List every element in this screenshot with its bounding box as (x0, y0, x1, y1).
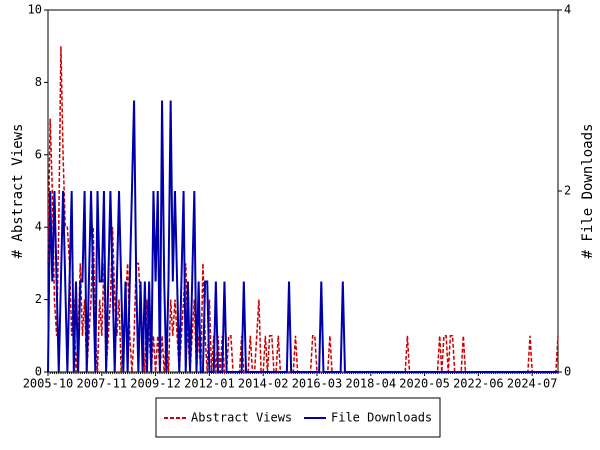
y-tick-label: 10 (28, 3, 42, 17)
x-tick-label: 2016-03 (292, 377, 343, 391)
x-tick-label: 2005-10 (23, 377, 74, 391)
series-line (47, 100, 558, 373)
x-tick-label: 2022-06 (453, 377, 504, 391)
y-tick-label: 8 (35, 75, 42, 89)
x-tick-label: 2018-04 (345, 377, 396, 391)
y-tick-label: 6 (35, 147, 42, 161)
y2-tick-label: 0 (564, 365, 571, 379)
y2-tick-label: 4 (564, 3, 571, 17)
x-tick-label: 2012-01 (184, 377, 235, 391)
legend-box (155, 397, 441, 438)
legend-label: Abstract Views (191, 411, 292, 425)
x-tick-label: 2009-12 (130, 377, 181, 391)
x-tick-label: 2024-07 (507, 377, 558, 391)
y2-tick-label: 2 (564, 184, 571, 198)
legend-label: File Downloads (331, 411, 432, 425)
x-tick-label: 2007-11 (77, 377, 128, 391)
y-axis-title: # Abstract Views (10, 124, 26, 259)
y-tick-label: 2 (35, 292, 42, 306)
x-tick-label: 2020-05 (399, 377, 450, 391)
y-tick-label: 0 (35, 365, 42, 379)
y-tick-label: 4 (35, 220, 42, 234)
x-tick-label: 2014-02 (238, 377, 289, 391)
y2-axis-title: # File Downloads (580, 124, 596, 259)
